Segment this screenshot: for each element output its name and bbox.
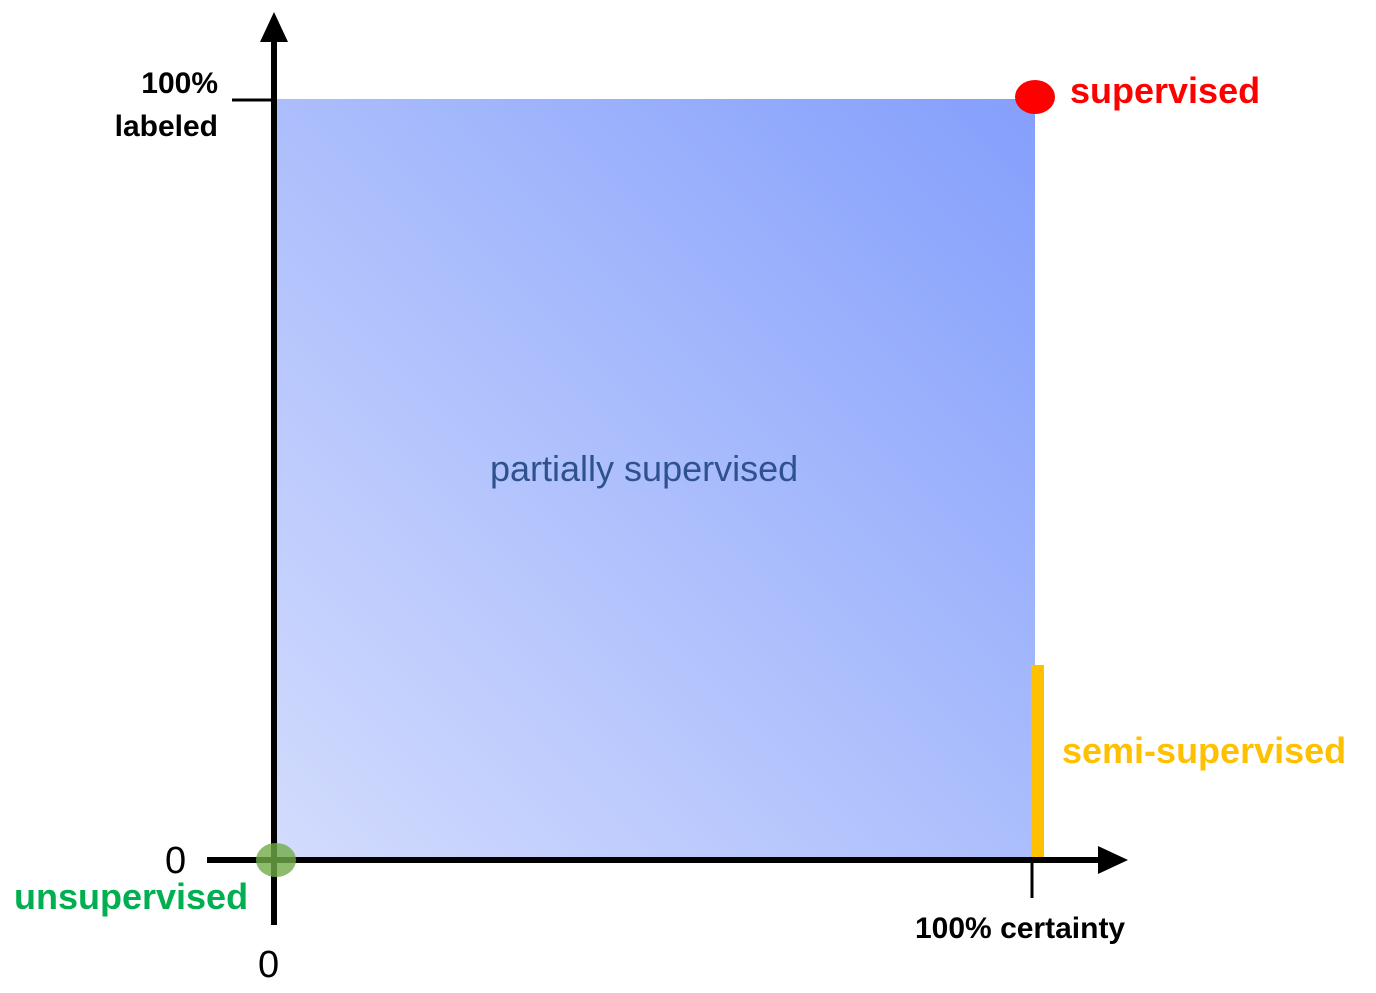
supervised-label: supervised xyxy=(1070,70,1261,111)
x-axis-max-label: 100% certainty xyxy=(915,912,1126,945)
x-axis-origin-label: 0 xyxy=(258,944,280,986)
partially-supervised-region xyxy=(276,99,1035,860)
semi-supervised-bar xyxy=(1031,665,1044,857)
y-axis-max-label-word: labeled xyxy=(114,110,218,143)
supervised-point xyxy=(1015,80,1055,114)
unsupervised-label: unsupervised xyxy=(14,876,249,917)
y-axis-arrowhead xyxy=(260,12,288,42)
y-axis-origin-label: 0 xyxy=(165,840,187,882)
unsupervised-point xyxy=(256,843,296,877)
y-axis-max-label: 100% labeled xyxy=(115,62,218,148)
y-axis-max-label-percent: 100% xyxy=(141,67,218,100)
semi-supervised-label: semi-supervised xyxy=(1062,730,1347,771)
partially-supervised-label: partially supervised xyxy=(490,448,799,489)
x-axis-arrowhead xyxy=(1098,846,1128,874)
